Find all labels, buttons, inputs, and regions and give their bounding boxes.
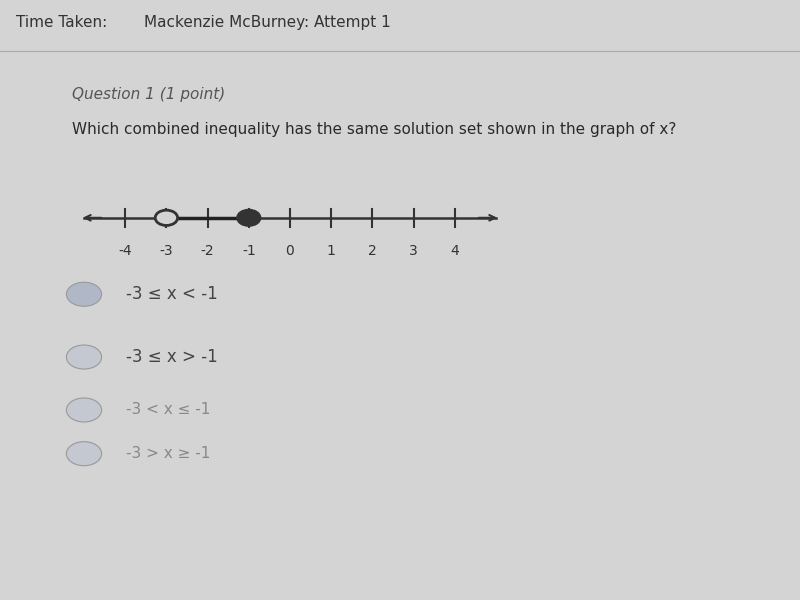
Circle shape: [66, 442, 102, 466]
Text: Mackenzie McBurney: Attempt 1: Mackenzie McBurney: Attempt 1: [144, 15, 390, 30]
Text: 3: 3: [410, 244, 418, 258]
Circle shape: [155, 210, 178, 226]
Text: -3: -3: [159, 244, 174, 258]
Circle shape: [66, 282, 102, 306]
Text: 2: 2: [368, 244, 377, 258]
Circle shape: [66, 398, 102, 422]
Text: Time Taken:: Time Taken:: [16, 15, 107, 30]
Circle shape: [66, 345, 102, 369]
Text: Which combined inequality has the same solution set shown in the graph of x?: Which combined inequality has the same s…: [72, 122, 676, 137]
Text: 4: 4: [450, 244, 459, 258]
Text: -4: -4: [118, 244, 132, 258]
Text: -3 > x ≥ -1: -3 > x ≥ -1: [126, 446, 210, 461]
Text: -1: -1: [242, 244, 256, 258]
Text: 1: 1: [326, 244, 336, 258]
Circle shape: [238, 210, 260, 226]
Text: -3 < x ≤ -1: -3 < x ≤ -1: [126, 403, 210, 418]
Text: 0: 0: [286, 244, 294, 258]
Text: -3 ≤ x > -1: -3 ≤ x > -1: [126, 348, 218, 366]
Text: Question 1 (1 point): Question 1 (1 point): [72, 87, 226, 102]
Text: -3 ≤ x < -1: -3 ≤ x < -1: [126, 285, 218, 303]
Text: -2: -2: [201, 244, 214, 258]
